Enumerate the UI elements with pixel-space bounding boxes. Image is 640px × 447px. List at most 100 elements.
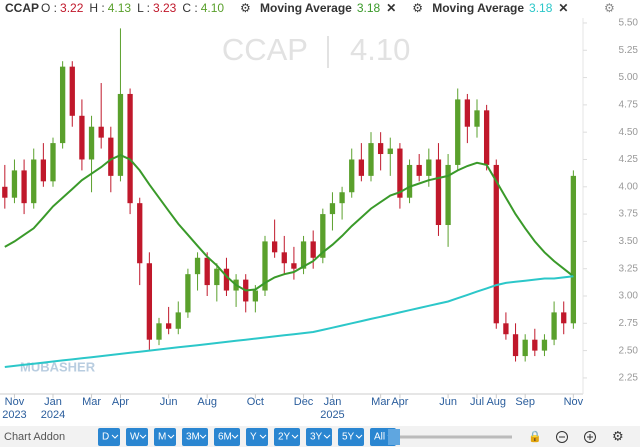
indicator-name: Moving Average — [260, 1, 352, 15]
candle-body — [21, 170, 27, 204]
ohlc-value: 4.10 — [201, 1, 225, 15]
y-tick-label: 4.00 — [619, 181, 639, 192]
candle-body — [541, 339, 548, 351]
candle-body — [204, 257, 210, 286]
candle-body — [570, 175, 577, 324]
candle-body — [551, 312, 557, 340]
indicator-name: Moving Average — [432, 1, 524, 15]
x-tick-label: Nov — [5, 396, 25, 408]
candle-body — [464, 99, 471, 127]
range-button-label: 2Y — [278, 432, 291, 443]
candle-body — [262, 241, 268, 291]
settings-icon[interactable]: ⚙ — [604, 1, 615, 15]
range-button[interactable] — [214, 428, 240, 446]
candle-body — [561, 312, 567, 324]
indicator-value: 3.18 — [529, 1, 553, 15]
x-tick-label: Aug — [486, 396, 506, 408]
x-tick-label: Jun — [439, 396, 457, 408]
candle-body — [40, 159, 47, 182]
candle-body — [300, 241, 307, 269]
range-button[interactable] — [274, 428, 300, 446]
x-tick-label: Mar — [82, 396, 101, 408]
indicator-settings[interactable]: ⚙ — [240, 1, 251, 15]
candle-body — [59, 66, 66, 144]
toolbar-title: Chart Addon — [4, 431, 65, 443]
candle-body — [137, 203, 143, 264]
y-tick-label: 3.75 — [619, 209, 639, 220]
range-button-arrow — [111, 434, 119, 439]
range-button[interactable] — [126, 428, 148, 446]
ohlc-value: 3.22 — [60, 1, 84, 15]
x-tick-label: Jan — [44, 396, 62, 408]
header: CCAP O :3.22 H : 4.13 L :3.23 C : 4.10 ⚙ Moving… — [5, 1, 568, 15]
plot — [2, 28, 577, 368]
candle-body — [377, 143, 384, 155]
watermark-price: 4.10 — [350, 32, 410, 67]
x-tick-label: Mar — [371, 396, 390, 408]
indicator-settings[interactable]: ⚙ — [412, 1, 423, 15]
range-button-label: Y — [250, 432, 257, 443]
x-tick-label: Jun — [160, 396, 178, 408]
candle-body — [474, 110, 480, 127]
candle-body — [127, 93, 133, 204]
range-button[interactable] — [154, 428, 176, 446]
settings-button[interactable]: ⚙ — [612, 428, 624, 443]
range-button[interactable] — [246, 428, 268, 446]
candle-body — [455, 99, 461, 165]
candle-body — [522, 339, 528, 357]
candle-body — [339, 192, 345, 204]
y-tick-label: 4.25 — [619, 154, 639, 165]
range-handle[interactable] — [388, 429, 400, 445]
candle-body — [88, 126, 95, 160]
range-button-arrow — [323, 434, 331, 439]
watermark-symbol: CCAP — [222, 32, 308, 67]
candle-body — [252, 290, 259, 302]
candle-body — [532, 339, 538, 351]
candle-body — [445, 164, 451, 226]
x-tick-label: Apr — [391, 396, 408, 408]
indicator-remove[interactable]: ✕ — [558, 1, 568, 15]
moving-average-line — [4, 154, 575, 292]
ohlc-value: 3.23 — [153, 1, 177, 15]
x-tick-label: Nov — [564, 396, 584, 408]
x-tick-year: 2024 — [41, 409, 65, 421]
indicator-remove[interactable]: ✕ — [386, 1, 396, 15]
range-button-label: M — [158, 432, 166, 443]
y-tick-label: 3.25 — [619, 263, 639, 274]
range-button[interactable] — [182, 428, 208, 446]
candle-body — [387, 148, 393, 155]
range-button-arrow — [355, 434, 363, 439]
range-button-arrow — [139, 434, 147, 439]
y-tick-label: 4.50 — [619, 127, 639, 138]
range-button-label: D — [102, 432, 109, 443]
zoom-in[interactable] — [584, 431, 596, 443]
ohlc-label: O : — [41, 1, 57, 15]
range-button[interactable] — [338, 428, 364, 446]
candle-body — [223, 268, 230, 291]
candle-body — [435, 159, 442, 226]
candle-body — [31, 159, 37, 204]
candle-body — [50, 143, 56, 182]
candle-body — [69, 66, 75, 116]
y-tick-label: 2.25 — [619, 373, 639, 384]
candle-body — [512, 334, 519, 357]
range-button[interactable] — [306, 428, 332, 446]
toolbar-buttons: D W M 3M 6M Y 2Y 3Y 5Y All — [98, 428, 396, 446]
x-tick-label: Jan — [324, 396, 342, 408]
range-button[interactable] — [98, 428, 120, 446]
range-button-label: 3Y — [310, 432, 323, 443]
candle-body — [271, 241, 278, 253]
lock-icon[interactable]: 🔒 — [528, 430, 542, 443]
candle-body — [503, 323, 509, 335]
candle-body — [281, 252, 287, 264]
candle-body — [175, 312, 181, 329]
range-button-label: All — [374, 432, 385, 443]
ohlc-label: L : — [137, 1, 150, 15]
zoom-out[interactable] — [556, 431, 568, 443]
candle-body — [320, 214, 326, 258]
range-button-arrow — [167, 434, 175, 439]
candle-body — [426, 159, 432, 176]
indicator-value: 3.18 — [357, 1, 381, 15]
ohlc-label: H : — [89, 1, 104, 15]
